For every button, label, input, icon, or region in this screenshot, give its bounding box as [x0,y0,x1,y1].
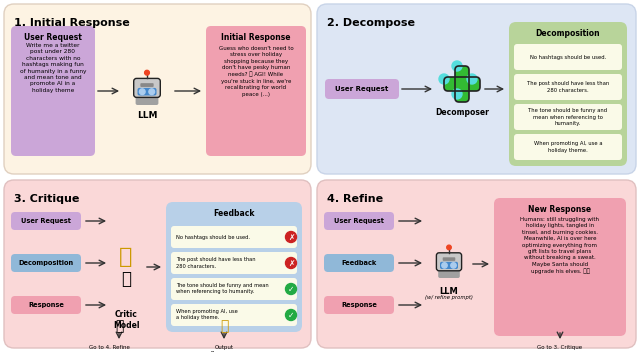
Circle shape [442,263,447,268]
Circle shape [285,283,296,295]
Text: ✓: ✓ [288,284,294,294]
FancyBboxPatch shape [11,212,81,230]
Text: The post should have less than
280 characters.: The post should have less than 280 chara… [527,81,609,93]
Text: 3. Critique: 3. Critique [14,194,79,204]
Text: 👎: 👎 [115,319,123,333]
FancyBboxPatch shape [325,79,399,99]
FancyBboxPatch shape [438,269,460,278]
FancyBboxPatch shape [324,212,394,230]
Text: 2. Decompose: 2. Decompose [327,18,415,28]
Text: ✓: ✓ [288,310,294,320]
Text: The tone should be funny and
mean when referencing to
humanity.: The tone should be funny and mean when r… [529,108,607,126]
FancyBboxPatch shape [317,4,636,174]
Circle shape [467,74,477,84]
Text: 👍: 👍 [220,319,228,333]
Text: User Request: User Request [24,33,82,42]
Text: The post should have less than
280 characters.: The post should have less than 280 chara… [176,258,255,269]
Text: When promoting AI, use
a holiday theme.: When promoting AI, use a holiday theme. [176,309,237,321]
Text: When promoting AI, use a
holiday theme.: When promoting AI, use a holiday theme. [534,142,602,153]
FancyBboxPatch shape [134,78,160,98]
Text: No hashtags should be used.: No hashtags should be used. [176,234,250,239]
Text: LLM: LLM [440,287,458,296]
Text: Initial Response: Initial Response [221,33,291,42]
Circle shape [447,245,451,250]
FancyBboxPatch shape [514,104,622,130]
Text: Feedback: Feedback [341,260,376,266]
Text: ✗: ✗ [288,233,294,241]
Circle shape [140,89,145,95]
Circle shape [439,74,449,84]
Text: ✗: ✗ [288,258,294,268]
FancyBboxPatch shape [444,77,480,91]
FancyBboxPatch shape [171,278,297,300]
Text: Humans: still struggling with
holiday lights, tangled in
tinsel, and burning coo: Humans: still struggling with holiday li… [520,217,600,274]
FancyBboxPatch shape [206,26,306,156]
FancyBboxPatch shape [140,83,154,87]
Text: 👎: 👎 [121,270,131,288]
FancyBboxPatch shape [171,304,297,326]
Circle shape [145,70,149,75]
Text: No hashtags should be used.: No hashtags should be used. [530,55,606,59]
Circle shape [285,232,296,243]
FancyBboxPatch shape [166,202,302,332]
FancyBboxPatch shape [514,134,622,160]
Text: New Response: New Response [529,205,591,214]
Text: Go to 4. Refine: Go to 4. Refine [88,345,129,350]
Text: User Request: User Request [335,86,388,92]
Circle shape [452,61,462,71]
FancyBboxPatch shape [324,296,394,314]
FancyBboxPatch shape [11,296,81,314]
Text: Critic
Model: Critic Model [113,310,140,330]
Text: 👍: 👍 [119,247,132,267]
FancyBboxPatch shape [440,262,458,269]
Text: Response: Response [341,302,377,308]
Circle shape [285,309,296,321]
FancyBboxPatch shape [514,44,622,70]
FancyBboxPatch shape [4,4,311,174]
Text: User Request: User Request [21,218,71,224]
Circle shape [451,263,456,268]
Text: Decomposition: Decomposition [19,260,74,266]
Text: Decomposition: Decomposition [536,29,600,38]
FancyBboxPatch shape [455,66,469,102]
Text: Response: Response [28,302,64,308]
Circle shape [452,89,462,99]
FancyBboxPatch shape [136,95,158,105]
Text: (w/ refine prompt): (w/ refine prompt) [425,295,473,300]
Text: LLM: LLM [137,111,157,120]
Circle shape [149,89,155,95]
FancyBboxPatch shape [138,88,157,95]
Text: Output
Response: Output Response [211,345,237,352]
Text: Write me a twitter
post under 280
characters with no
hashtags making fun
of huma: Write me a twitter post under 280 charac… [20,43,86,93]
Text: The tone should be funny and mean
when referencing to humanity.: The tone should be funny and mean when r… [176,283,269,295]
Text: Feedback: Feedback [213,209,255,218]
FancyBboxPatch shape [11,26,95,156]
Circle shape [285,258,296,269]
FancyBboxPatch shape [509,22,627,166]
Text: Guess who doesn't need to
stress over holiday
shopping because they
don't have p: Guess who doesn't need to stress over ho… [219,46,293,96]
FancyBboxPatch shape [11,254,81,272]
FancyBboxPatch shape [443,257,455,261]
FancyBboxPatch shape [494,198,626,336]
Text: User Request: User Request [334,218,384,224]
Text: 1. Initial Response: 1. Initial Response [14,18,130,28]
Text: Go to 3. Critique: Go to 3. Critique [538,345,582,350]
Text: Decomposer: Decomposer [435,108,489,117]
Text: 4. Refine: 4. Refine [327,194,383,204]
FancyBboxPatch shape [324,254,394,272]
FancyBboxPatch shape [436,253,461,271]
FancyBboxPatch shape [171,252,297,274]
FancyBboxPatch shape [317,180,636,348]
FancyBboxPatch shape [514,74,622,100]
FancyBboxPatch shape [171,226,297,248]
FancyBboxPatch shape [4,180,311,348]
